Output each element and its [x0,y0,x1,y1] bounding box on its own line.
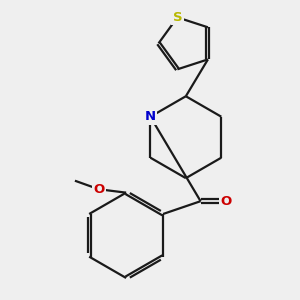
Text: O: O [220,195,232,208]
Text: S: S [172,11,182,24]
Text: O: O [93,183,104,196]
Text: N: N [145,110,156,123]
